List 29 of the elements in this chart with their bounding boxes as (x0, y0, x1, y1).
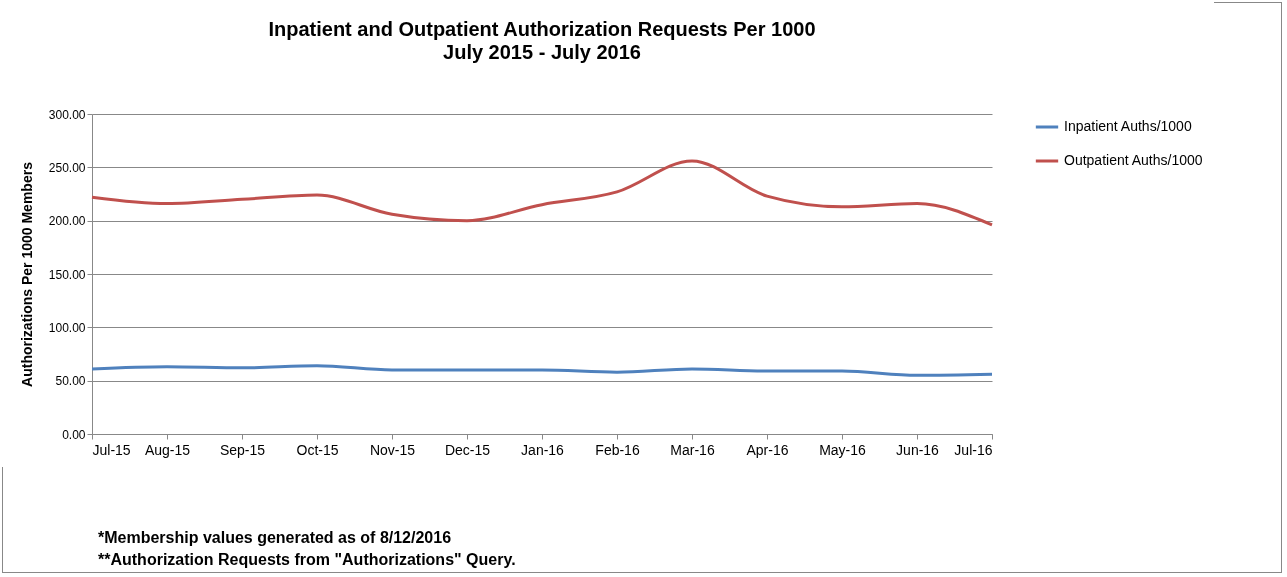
x-tick-label: Oct-15 (296, 441, 339, 458)
x-tick-label: Mar-16 (670, 441, 715, 458)
y-tick-label: 300.00 (48, 107, 86, 122)
x-tick-label: Jan-16 (521, 441, 565, 458)
x-tick-label: Jun-16 (896, 441, 940, 458)
x-tick-label: Feb-16 (595, 441, 640, 458)
text: **Authorization Requests from "Authorizations" Query. (98, 550, 516, 570)
x-tick-label: Nov-15 (369, 441, 416, 458)
x-tick-label: Apr-16 (746, 441, 789, 458)
y-tick-label: 150.00 (48, 267, 86, 282)
x-tick-label: May-16 (819, 441, 867, 458)
y-tick-label: 250.00 (48, 160, 86, 175)
line-series (90, 159, 994, 227)
y-tick-label: 50.00 (55, 374, 86, 389)
y-tick-label: 0.00 (62, 427, 86, 442)
line-series (90, 364, 994, 377)
x-tick-label: Jul-16 (954, 441, 993, 458)
x-tick-label: Sep-15 (219, 441, 266, 458)
y-tick-label: 100.00 (48, 320, 86, 335)
y-axis-title: Authorizations Per 1000 Members (18, 161, 35, 387)
legend-label: Inpatient Auths/1000 (1064, 118, 1192, 134)
text: *Membership values generated as of 8/12/2016 (98, 528, 453, 548)
x-tick-label: Jul-15 (92, 441, 131, 458)
chart-subtitle: July 2015 - July 2016 (443, 41, 641, 63)
x-tick-label: Aug-15 (144, 441, 191, 458)
chart-title: Inpatient and Outpatient Authorization Requests Per 1000 (268, 18, 816, 40)
x-tick-label: Dec-15 (444, 441, 491, 458)
legend-label: Outpatient Auths/1000 (1064, 152, 1203, 168)
y-tick-label: 200.00 (48, 214, 86, 229)
